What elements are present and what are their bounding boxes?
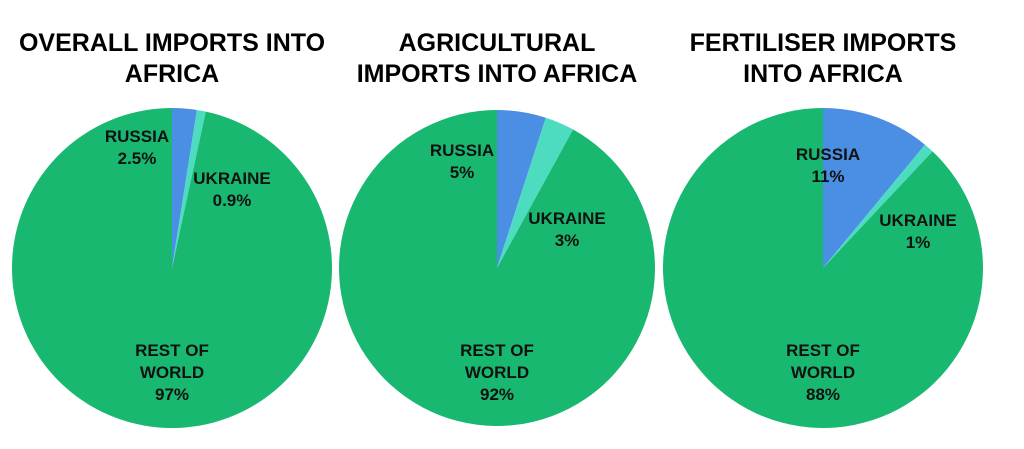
slice-value: 88% <box>805 385 841 404</box>
slice-value: 1% <box>905 233 931 252</box>
slice-label: UKRAINE 0.9% <box>177 168 287 212</box>
slice-label: RUSSIA 5% <box>407 140 517 184</box>
slice-name: RUSSIA <box>104 127 170 146</box>
slice-name: RUSSIA <box>429 141 495 160</box>
slice-value: 11% <box>811 167 845 186</box>
slice-label: REST OF WORLD 88% <box>778 340 868 406</box>
slice-value: 97% <box>154 385 190 404</box>
pie-slice <box>172 108 197 268</box>
pie-slice <box>338 110 655 426</box>
pie-slice <box>823 108 925 268</box>
slice-value: 3% <box>554 231 580 250</box>
slice-name: UKRAINE <box>193 169 271 188</box>
slice-label: REST OF WORLD 97% <box>127 340 217 406</box>
pie-slice <box>172 109 206 269</box>
chart-title: AGRICULTURAL IMPORTS INTO AFRICA <box>356 29 638 88</box>
slice-value: 2.5% <box>117 149 157 168</box>
slice-name: REST OF WORLD <box>786 341 860 382</box>
slice-label: RUSSIA 11% <box>773 144 883 188</box>
slice-label: UKRAINE 3% <box>512 208 622 252</box>
pie-slice <box>12 108 333 429</box>
chart-title: OVERALL IMPORTS INTO AFRICA <box>18 29 326 88</box>
pie-slice <box>497 110 546 268</box>
slice-label: RUSSIA 2.5% <box>82 126 192 170</box>
slice-name: UKRAINE <box>879 211 957 230</box>
slice-value: 5% <box>449 163 475 182</box>
slice-value: 92% <box>479 385 515 404</box>
slice-name: REST OF WORLD <box>460 341 534 382</box>
pie-slice <box>823 144 933 268</box>
slice-name: UKRAINE <box>528 209 606 228</box>
slice-name: REST OF WORLD <box>135 341 209 382</box>
slice-label: REST OF WORLD 92% <box>452 340 542 406</box>
pie-slice <box>663 108 983 428</box>
slice-label: UKRAINE 1% <box>863 210 973 254</box>
slice-value: 0.9% <box>212 191 252 210</box>
pie-slice <box>497 117 574 269</box>
chart-title: FERTILISER IMPORTS INTO AFRICA <box>689 29 957 88</box>
slice-name: RUSSIA <box>795 145 861 164</box>
